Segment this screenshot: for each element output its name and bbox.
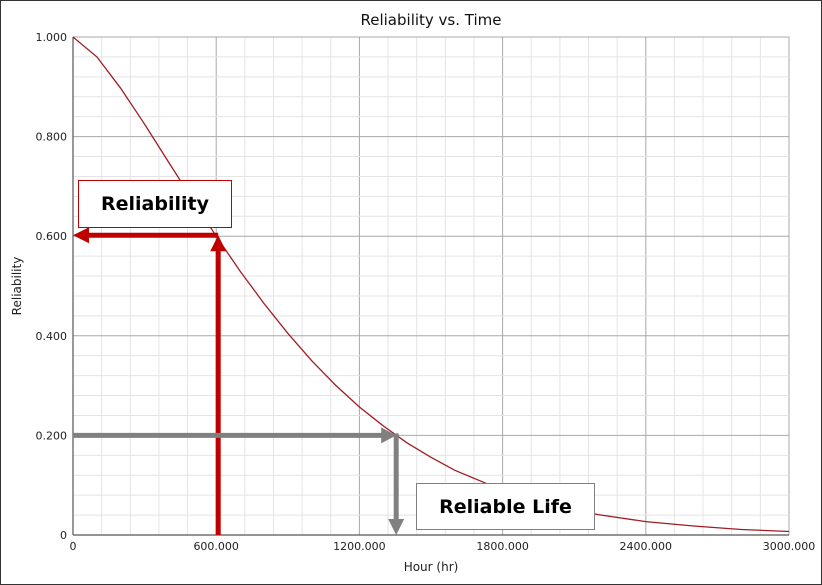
tick-labels: 0 600.000 1200.000 1800.000 2400.000 3000.000…: [36, 31, 816, 553]
x-tick-label: 1200.000: [333, 540, 386, 553]
y-tick-label: 0.400: [36, 330, 68, 343]
chart-title: Reliability vs. Time: [361, 11, 502, 29]
annotation-reliability: Reliability: [78, 180, 232, 228]
series-line: [72, 36, 790, 533]
x-tick-label: 1800.000: [476, 540, 529, 553]
x-tick-label: 600.000: [193, 540, 239, 553]
y-tick-label: 0: [60, 529, 67, 542]
x-axis-label: Hour (hr): [404, 560, 459, 574]
arrowhead-left-icon: [73, 227, 89, 244]
y-tick-label: 0.200: [36, 429, 68, 442]
y-axis-label: Reliability: [10, 257, 24, 316]
annotation-arrows: [73, 227, 405, 535]
y-tick-label: 0.600: [36, 230, 68, 243]
arrowhead-up-icon: [210, 235, 227, 252]
y-tick-label: 0.800: [36, 131, 68, 144]
x-tick-label: 0: [70, 540, 77, 553]
y-tick-label: 1.000: [36, 31, 68, 44]
x-tick-label: 2400.000: [620, 540, 673, 553]
arrowhead-down-icon: [388, 519, 405, 535]
annotation-reliable-life: Reliable Life: [416, 483, 595, 530]
grid: [72, 36, 790, 536]
arrowhead-right-icon: [381, 427, 397, 444]
x-tick-label: 3000.000: [763, 540, 816, 553]
